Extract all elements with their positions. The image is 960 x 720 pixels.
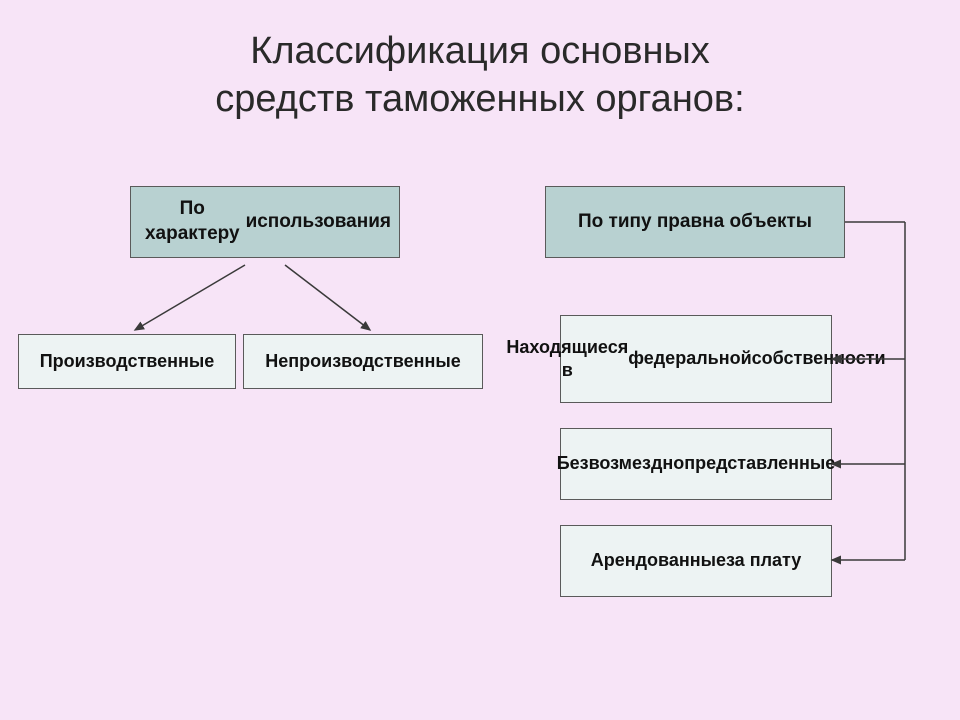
node-right-child1: Находящиеся вфедеральнойсобственности xyxy=(560,315,832,403)
node-left-child2: Непроизводственные xyxy=(243,334,483,389)
node-left-header: По характеруиспользования xyxy=(130,186,400,258)
page-title: Классификация основных средств таможенны… xyxy=(0,28,960,123)
node-right-child2: Безвозмезднопредставленные xyxy=(560,428,832,500)
title-line2: средств таможенных органов: xyxy=(215,78,744,120)
title-line1: Классификация основных xyxy=(250,30,710,72)
node-right-header: По типу правна объекты xyxy=(545,186,845,258)
node-left-child1: Производственные xyxy=(18,334,236,389)
node-right-child3: Арендованныеза плату xyxy=(560,525,832,597)
